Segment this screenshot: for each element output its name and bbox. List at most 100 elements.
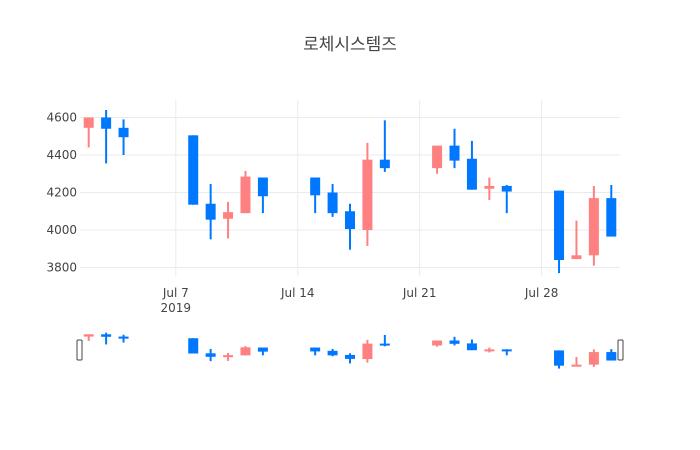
candle-body bbox=[606, 198, 617, 237]
slider-candle bbox=[379, 334, 390, 347]
x-tick-year-label: 2019 bbox=[161, 301, 192, 315]
candle-body bbox=[83, 117, 94, 128]
candle-body bbox=[101, 117, 112, 129]
candle bbox=[310, 177, 321, 214]
slider-candle bbox=[101, 332, 112, 345]
slider-candle-body bbox=[379, 343, 390, 346]
slider-candle-body bbox=[362, 343, 373, 360]
slider-candle bbox=[362, 339, 373, 363]
slider-candle bbox=[257, 347, 268, 356]
candle-body bbox=[240, 176, 251, 214]
candle bbox=[432, 145, 443, 174]
slider-candle bbox=[345, 353, 355, 364]
slider-candle bbox=[205, 348, 216, 362]
slider-candle-body bbox=[240, 347, 251, 356]
slider-candle-body bbox=[310, 347, 321, 352]
candle bbox=[205, 184, 216, 240]
slider-candle-body bbox=[257, 347, 268, 352]
slider-candle-body bbox=[466, 343, 477, 351]
slider-candle bbox=[327, 348, 338, 357]
slider-candle bbox=[223, 352, 234, 361]
candle bbox=[501, 185, 512, 214]
slider-candle-body bbox=[83, 334, 94, 337]
slider-candle-body bbox=[571, 364, 582, 367]
slider-candle-body bbox=[327, 350, 338, 356]
candle-body bbox=[554, 190, 565, 260]
slider-candle bbox=[83, 334, 94, 341]
slider-candle-body bbox=[449, 340, 460, 344]
y-axis: 3800 4000 4200 4400 4600 bbox=[46, 111, 77, 275]
range-slider[interactable] bbox=[76, 332, 624, 369]
candle-body bbox=[223, 212, 234, 219]
candle-body bbox=[257, 177, 268, 197]
candle-body bbox=[310, 177, 321, 196]
slider-candle bbox=[501, 349, 512, 356]
candle bbox=[240, 170, 251, 214]
candle bbox=[257, 177, 268, 214]
slider-candle-body bbox=[205, 353, 216, 357]
slider-candle-body bbox=[432, 340, 443, 346]
slider-candle-body bbox=[188, 338, 199, 354]
x-tick-label: Jul 14 bbox=[280, 286, 315, 300]
slider-candle-body bbox=[588, 352, 599, 365]
x-tick-label: Jul 7 bbox=[162, 286, 189, 300]
slider-candle bbox=[554, 350, 565, 369]
candle bbox=[223, 201, 234, 239]
candle-body bbox=[571, 255, 582, 260]
candle-body bbox=[379, 159, 390, 169]
candle bbox=[345, 203, 355, 250]
candles bbox=[83, 110, 617, 274]
candle bbox=[466, 140, 477, 190]
candle-body bbox=[327, 192, 338, 214]
candle bbox=[188, 135, 199, 205]
candle-body bbox=[501, 185, 512, 192]
slider-candle bbox=[571, 357, 582, 367]
candle-body bbox=[449, 145, 460, 161]
candle bbox=[606, 185, 617, 237]
candle bbox=[484, 177, 495, 200]
candle bbox=[571, 220, 582, 260]
slider-candle bbox=[449, 336, 460, 346]
candle-body bbox=[432, 145, 443, 169]
slider-candle bbox=[188, 338, 199, 354]
slider-candle bbox=[118, 334, 129, 343]
x-tick-label: Jul 28 bbox=[524, 286, 559, 300]
slider-candle-body bbox=[223, 355, 234, 358]
slider-candle-body bbox=[501, 349, 512, 352]
x-tick-label: Jul 21 bbox=[402, 286, 437, 300]
range-slider-left-handle[interactable] bbox=[76, 339, 83, 361]
slider-candle-body bbox=[484, 349, 495, 352]
y-tick-label: 4200 bbox=[46, 186, 77, 200]
candle-body bbox=[588, 198, 599, 256]
chart-title: 로체시스템즈 bbox=[303, 35, 397, 55]
candle bbox=[83, 117, 94, 148]
slider-candle-body bbox=[118, 336, 129, 339]
candle bbox=[362, 142, 373, 246]
slider-candle-body bbox=[554, 350, 565, 366]
y-tick-label: 3800 bbox=[46, 261, 77, 275]
candle-body bbox=[362, 159, 373, 230]
candle bbox=[327, 184, 338, 217]
slider-candle bbox=[310, 347, 321, 356]
candle-body bbox=[484, 185, 495, 189]
range-slider-right-handle[interactable] bbox=[617, 339, 624, 361]
y-tick-label: 4400 bbox=[46, 148, 77, 162]
y-tick-label: 4000 bbox=[46, 223, 77, 237]
candle bbox=[588, 185, 599, 266]
slider-candle bbox=[606, 349, 617, 361]
slider-candle bbox=[432, 340, 443, 347]
candle bbox=[554, 190, 565, 274]
slider-candle-body bbox=[101, 334, 112, 337]
slider-candle bbox=[240, 346, 251, 356]
y-tick-label: 4600 bbox=[46, 111, 77, 125]
candle bbox=[379, 120, 390, 172]
slider-candle bbox=[466, 339, 477, 351]
candle bbox=[449, 128, 460, 169]
candle-body bbox=[205, 203, 216, 220]
slider-candle-body bbox=[345, 354, 355, 359]
candle bbox=[118, 119, 129, 155]
candle-body bbox=[188, 135, 199, 205]
slider-candle bbox=[588, 349, 599, 367]
